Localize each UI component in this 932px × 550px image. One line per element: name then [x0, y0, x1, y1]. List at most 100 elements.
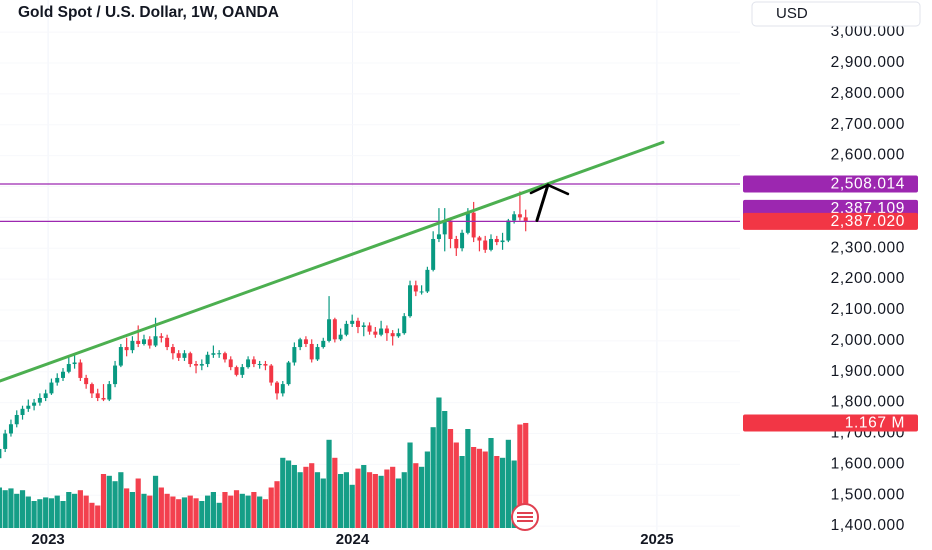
last-price-tag: 2,387.020: [831, 213, 905, 230]
candle-body: [442, 220, 447, 235]
volume-bar: [158, 487, 164, 528]
candle-body: [471, 212, 476, 238]
last-price-tag-box: [743, 212, 918, 230]
candle-body: [361, 325, 366, 327]
y-tick-label: 2,100.000: [831, 301, 905, 318]
candle-body: [37, 397, 42, 403]
candle-body: [234, 367, 239, 375]
volume-bar: [95, 505, 101, 528]
candle-body: [454, 238, 459, 249]
volume-bar: [505, 439, 511, 528]
candle-body: [396, 333, 401, 337]
volume-bar: [118, 472, 124, 528]
volume-bar: [332, 457, 338, 528]
candle-body: [72, 362, 77, 365]
volume-bar: [199, 501, 205, 528]
y-tick-label: 3,000.000: [831, 23, 905, 40]
volume-bar: [407, 442, 413, 528]
candle-body: [280, 384, 285, 394]
candle-body: [113, 365, 118, 385]
candle-body: [159, 336, 164, 338]
price-line-tag-box: [743, 175, 918, 193]
volume-bar: [233, 490, 240, 528]
trend-line: [0, 140, 665, 383]
x-tick-label: 2025: [640, 531, 673, 548]
currency-box[interactable]: [751, 1, 921, 27]
candle-body: [84, 377, 89, 385]
candle-body: [3, 433, 8, 449]
candle-body: [228, 359, 233, 368]
candle-body: [332, 319, 337, 340]
volume-bar: [187, 495, 193, 528]
volume-bar: [124, 488, 130, 528]
x-tick-label: 2024: [336, 531, 370, 548]
volume-bar: [355, 468, 361, 528]
volume-bar: [314, 472, 321, 528]
candle-body: [95, 393, 100, 398]
candle-body: [55, 377, 60, 383]
y-tick-label: 2,700.000: [831, 116, 905, 133]
volume-bar: [66, 492, 72, 528]
candle-body: [66, 364, 71, 372]
drawings: [0, 140, 740, 383]
volume-bar: [141, 493, 147, 528]
volume-bar: [303, 466, 309, 528]
y-tick-label: 2,200.000: [831, 270, 905, 287]
volume-bar: [471, 447, 477, 528]
candle-body: [20, 408, 25, 415]
currency-label: USD: [776, 5, 808, 22]
candle-body: [344, 323, 349, 335]
candle-body: [367, 325, 372, 332]
volume-tag: 1.167 M: [845, 415, 905, 432]
volume-bar: [413, 463, 419, 528]
volume-bar: [48, 498, 55, 528]
y-tick-label: 1,600.000: [831, 455, 905, 472]
volume-bar: [442, 411, 448, 528]
volume-bar: [424, 451, 430, 528]
volume-bar: [511, 460, 517, 528]
candles: [0, 191, 528, 459]
candle-body: [483, 240, 488, 250]
volume-bar: [280, 457, 286, 528]
candle-body: [494, 238, 499, 243]
candle-body: [327, 319, 332, 341]
candle-body: [61, 371, 66, 378]
candle-body: [170, 347, 175, 354]
candle-body: [448, 220, 453, 239]
volume-bar: [205, 495, 211, 528]
volume-bar: [181, 497, 188, 528]
volume-bar: [418, 466, 425, 528]
volume-bar: [193, 498, 199, 528]
y-tick-label: 2,900.000: [831, 54, 905, 71]
volume-bar: [494, 456, 500, 528]
volume-pane: [0, 397, 529, 528]
volume-bar: [228, 495, 234, 528]
candle-body: [275, 382, 280, 394]
candle-body: [390, 333, 395, 337]
candle-body: [488, 238, 493, 250]
volume-bar: [372, 474, 378, 528]
price-axis: 1,400.0001,500.0001,600.0001,700.0001,80…: [743, 23, 918, 534]
y-tick-label: 1,800.000: [831, 394, 905, 411]
volume-bar: [135, 478, 141, 528]
candle-body: [176, 353, 181, 358]
volume-bar: [430, 427, 436, 528]
volume-bar: [77, 490, 83, 528]
candle-body: [78, 362, 83, 378]
y-tick-label: 1,500.000: [831, 486, 905, 503]
candle-body: [263, 364, 268, 366]
candle-body: [384, 328, 389, 334]
volume-bar: [257, 496, 263, 528]
logo[interactable]: [511, 503, 539, 531]
volume-bar: [176, 499, 182, 528]
candle-body: [321, 340, 326, 348]
volume-bar: [112, 481, 118, 528]
candle-body: [309, 343, 314, 360]
candle-body: [199, 364, 204, 366]
candle-body: [413, 285, 418, 292]
volume-bar: [43, 497, 49, 528]
candle-body: [431, 238, 436, 270]
volume-bar: [499, 457, 506, 528]
logo-stripe: [517, 512, 533, 514]
volume-bar: [262, 499, 269, 528]
